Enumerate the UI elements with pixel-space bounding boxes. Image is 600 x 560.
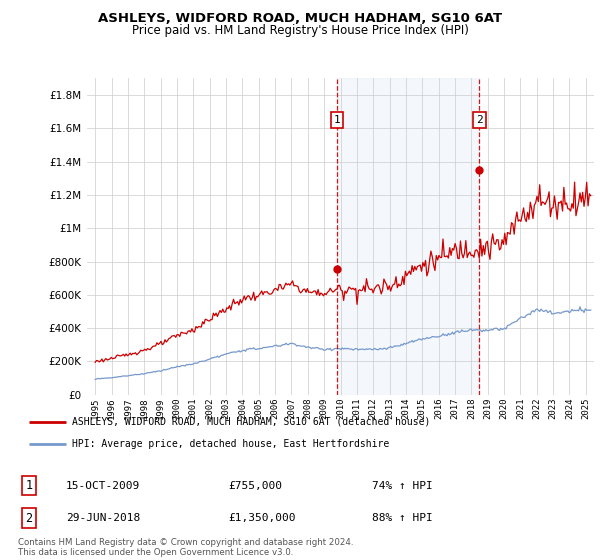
Text: 1: 1 bbox=[334, 115, 340, 125]
Text: 15-OCT-2009: 15-OCT-2009 bbox=[66, 480, 140, 491]
Text: ASHLEYS, WIDFORD ROAD, MUCH HADHAM, SG10 6AT: ASHLEYS, WIDFORD ROAD, MUCH HADHAM, SG10… bbox=[98, 12, 502, 25]
Text: HPI: Average price, detached house, East Hertfordshire: HPI: Average price, detached house, East… bbox=[72, 438, 389, 449]
Text: 88% ↑ HPI: 88% ↑ HPI bbox=[372, 513, 433, 523]
Text: Price paid vs. HM Land Registry's House Price Index (HPI): Price paid vs. HM Land Registry's House … bbox=[131, 24, 469, 36]
Text: 2: 2 bbox=[25, 511, 32, 525]
Text: 2: 2 bbox=[476, 115, 483, 125]
Bar bbox=[337, 78, 479, 395]
Text: 29-JUN-2018: 29-JUN-2018 bbox=[66, 513, 140, 523]
Text: Contains HM Land Registry data © Crown copyright and database right 2024.
This d: Contains HM Land Registry data © Crown c… bbox=[18, 538, 353, 557]
Text: 74% ↑ HPI: 74% ↑ HPI bbox=[372, 480, 433, 491]
Text: 1: 1 bbox=[25, 479, 32, 492]
Text: ASHLEYS, WIDFORD ROAD, MUCH HADHAM, SG10 6AT (detached house): ASHLEYS, WIDFORD ROAD, MUCH HADHAM, SG10… bbox=[72, 417, 431, 427]
Text: £755,000: £755,000 bbox=[228, 480, 282, 491]
Text: £1,350,000: £1,350,000 bbox=[228, 513, 296, 523]
